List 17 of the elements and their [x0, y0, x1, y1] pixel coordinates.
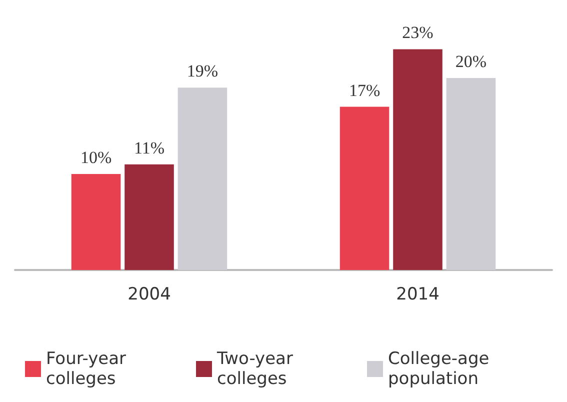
legend-label: Two-year colleges [216, 349, 298, 389]
x-tick-label: 2004 [128, 284, 171, 304]
bar [178, 88, 228, 270]
data-label: 20% [455, 52, 487, 71]
bar [124, 164, 174, 270]
bar [71, 174, 121, 270]
data-label: 10% [80, 148, 112, 167]
legend-label: Four-year colleges [46, 349, 132, 389]
legend-label: College-age population [388, 349, 495, 389]
bar [340, 106, 390, 270]
data-label: 23% [402, 23, 434, 42]
bar [446, 78, 496, 270]
x-tick-label: 2014 [396, 284, 440, 304]
bar [393, 49, 442, 270]
data-label: 17% [348, 80, 380, 100]
data-label: 11% [134, 138, 165, 158]
data-label: 19% [186, 62, 218, 81]
